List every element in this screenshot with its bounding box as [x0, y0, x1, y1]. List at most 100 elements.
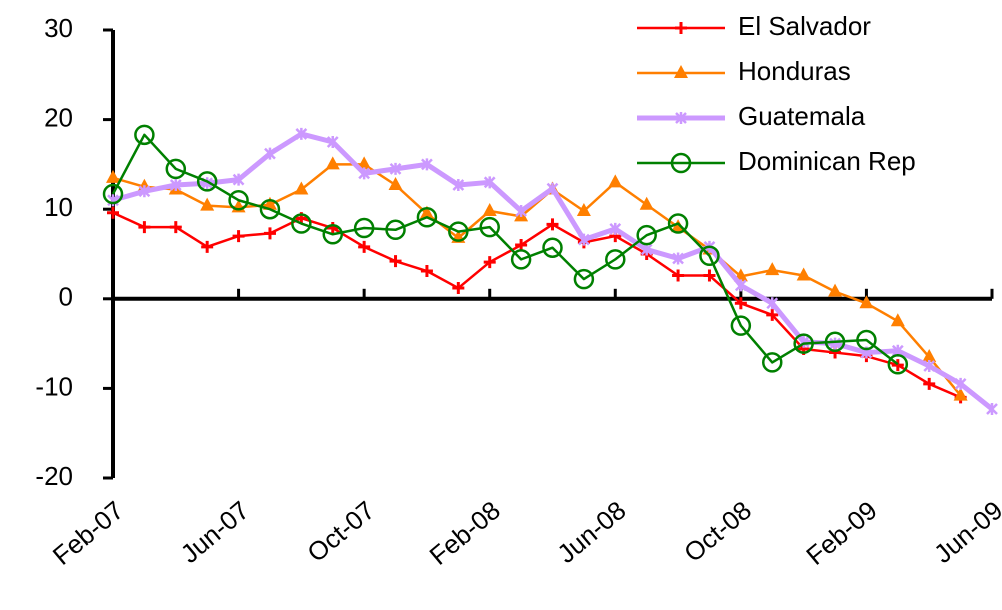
marker [201, 240, 214, 253]
marker [482, 202, 497, 216]
marker [954, 377, 967, 390]
y-tick-label: 0 [59, 282, 73, 312]
marker [762, 352, 783, 373]
marker [228, 189, 249, 211]
marker [295, 127, 308, 140]
marker [388, 177, 403, 191]
marker [636, 224, 657, 246]
legend-marker [675, 22, 687, 34]
marker [479, 216, 500, 238]
marker [452, 179, 465, 192]
marker [385, 219, 406, 241]
marker [793, 333, 814, 354]
marker [232, 230, 245, 243]
marker [923, 377, 936, 390]
marker [859, 295, 874, 309]
marker [389, 255, 402, 268]
marker [196, 171, 218, 192]
marker [420, 265, 433, 278]
y-tick-label: 20 [44, 102, 73, 132]
series-line [112, 163, 962, 397]
marker [573, 268, 595, 290]
x-tick-label: Jun-07 [175, 495, 255, 569]
x-tick-label: Feb-07 [47, 495, 129, 571]
marker [483, 176, 496, 189]
marker [639, 196, 654, 210]
marker [609, 222, 622, 235]
marker [515, 204, 527, 217]
marker [672, 269, 685, 282]
legend-item: El Salvador [637, 11, 871, 41]
marker [672, 252, 684, 265]
marker [699, 245, 720, 267]
marker [357, 156, 372, 170]
marker [452, 282, 465, 295]
marker [326, 222, 339, 235]
x-tick-label: Feb-08 [424, 495, 506, 571]
marker [546, 182, 559, 195]
marker [138, 221, 151, 234]
marker [483, 256, 496, 269]
marker [856, 329, 877, 351]
marker [640, 243, 653, 256]
x-tick-label: Oct-07 [301, 495, 380, 568]
marker [263, 227, 276, 240]
marker [448, 221, 469, 242]
x-tick-label: Oct-08 [678, 495, 757, 568]
marker [515, 239, 528, 252]
marker [138, 185, 151, 198]
marker [887, 353, 909, 375]
legend-label: Guatemala [738, 101, 866, 131]
marker [829, 337, 841, 350]
y-tick-label: 30 [44, 13, 73, 43]
marker [578, 233, 590, 246]
legend-marker [675, 112, 687, 124]
y-tick-label: -20 [35, 461, 73, 491]
marker [358, 167, 371, 180]
legend-marker [670, 152, 692, 174]
marker [734, 279, 747, 292]
marker [608, 174, 623, 188]
marker [542, 237, 563, 258]
marker [200, 197, 215, 211]
marker [358, 240, 371, 253]
marker [828, 283, 843, 297]
marker [576, 202, 591, 216]
marker [294, 181, 309, 195]
marker [953, 387, 968, 401]
legend-label: Honduras [738, 56, 851, 86]
x-tick-label: Jun-08 [551, 495, 631, 569]
marker [259, 198, 281, 220]
marker [232, 173, 245, 186]
marker [264, 147, 276, 160]
marker [262, 196, 277, 210]
marker [824, 331, 846, 353]
marker [322, 224, 343, 245]
marker [353, 217, 375, 239]
legend-label: Dominican Rep [738, 146, 916, 176]
marker [389, 162, 402, 175]
marker [765, 262, 780, 276]
marker [890, 313, 905, 327]
series-line [112, 211, 962, 399]
marker [730, 315, 752, 336]
marker [169, 179, 182, 192]
marker [421, 158, 433, 171]
marker [107, 206, 119, 219]
legend-item: Dominican Rep [637, 146, 916, 176]
marker [106, 169, 120, 183]
x-tick-label: Jun-09 [928, 495, 1002, 569]
marker [134, 124, 155, 146]
marker [102, 183, 124, 205]
marker [325, 156, 340, 170]
marker [766, 308, 779, 321]
marker [169, 221, 182, 234]
marker [416, 207, 438, 228]
marker [922, 349, 937, 363]
marker [605, 249, 626, 270]
marker [734, 297, 747, 310]
marker [510, 249, 532, 270]
marker [326, 136, 339, 148]
y-tick-label: 10 [44, 192, 73, 222]
